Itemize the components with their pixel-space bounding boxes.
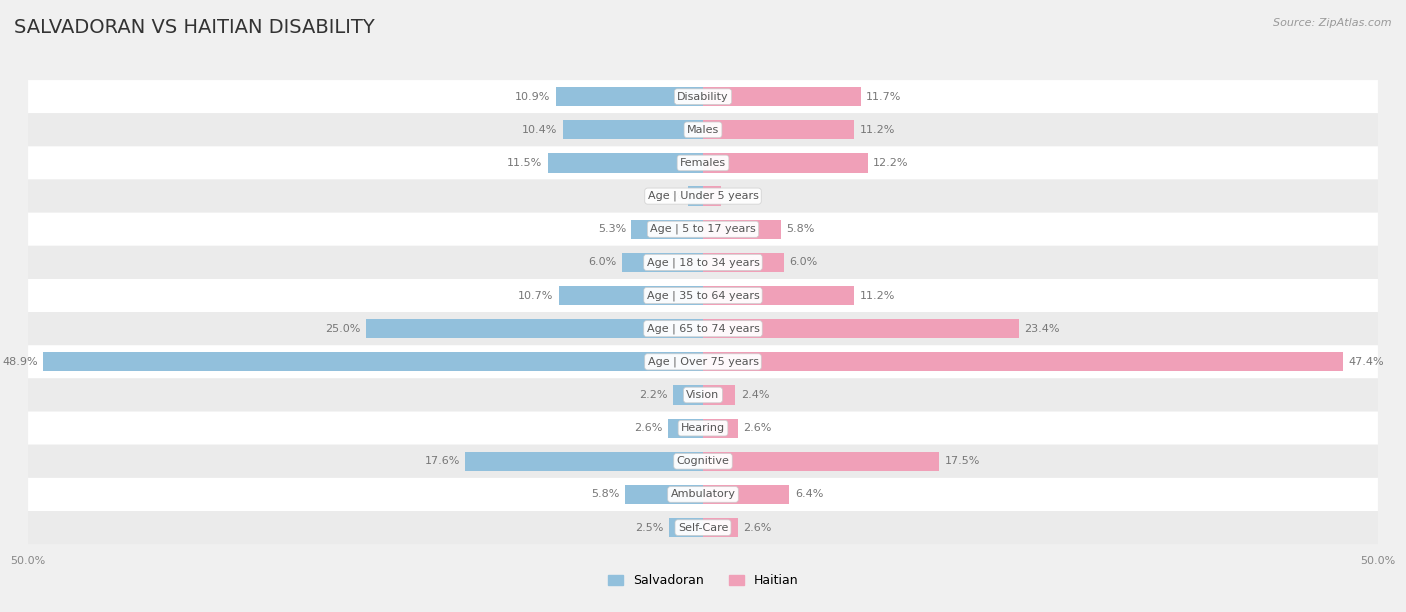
Bar — [631, 220, 703, 239]
Text: Age | Under 5 years: Age | Under 5 years — [648, 191, 758, 201]
Bar — [624, 485, 703, 504]
Text: Ambulatory: Ambulatory — [671, 490, 735, 499]
Text: Vision: Vision — [686, 390, 720, 400]
Text: 47.4%: 47.4% — [1348, 357, 1384, 367]
Text: 2.6%: 2.6% — [744, 423, 772, 433]
Text: 10.7%: 10.7% — [517, 291, 553, 300]
Bar — [703, 154, 868, 173]
Bar — [673, 386, 703, 405]
Bar — [703, 120, 855, 140]
Text: 11.2%: 11.2% — [859, 291, 896, 300]
FancyBboxPatch shape — [28, 478, 1378, 511]
Text: 2.5%: 2.5% — [636, 523, 664, 532]
FancyBboxPatch shape — [28, 113, 1378, 146]
Text: 6.0%: 6.0% — [588, 258, 617, 267]
Text: 5.8%: 5.8% — [591, 490, 619, 499]
Text: 12.2%: 12.2% — [873, 158, 908, 168]
Text: Males: Males — [688, 125, 718, 135]
Text: 10.4%: 10.4% — [522, 125, 557, 135]
Bar — [703, 353, 1343, 371]
Bar — [548, 154, 703, 173]
Text: 1.1%: 1.1% — [655, 191, 683, 201]
Text: 6.0%: 6.0% — [789, 258, 818, 267]
Bar — [562, 120, 703, 140]
Text: 11.7%: 11.7% — [866, 92, 901, 102]
Bar — [703, 419, 738, 438]
FancyBboxPatch shape — [28, 312, 1378, 345]
Legend: Salvadoran, Haitian: Salvadoran, Haitian — [603, 569, 803, 592]
Text: 1.3%: 1.3% — [725, 191, 754, 201]
Bar — [44, 353, 703, 371]
Bar — [703, 87, 860, 106]
Text: 10.9%: 10.9% — [515, 92, 551, 102]
Text: 2.6%: 2.6% — [634, 423, 662, 433]
Bar — [366, 319, 703, 338]
Text: Self-Care: Self-Care — [678, 523, 728, 532]
Text: Hearing: Hearing — [681, 423, 725, 433]
Bar — [703, 220, 782, 239]
Text: SALVADORAN VS HAITIAN DISABILITY: SALVADORAN VS HAITIAN DISABILITY — [14, 18, 375, 37]
Text: 17.5%: 17.5% — [945, 457, 980, 466]
Text: Age | 35 to 64 years: Age | 35 to 64 years — [647, 290, 759, 300]
FancyBboxPatch shape — [28, 146, 1378, 179]
FancyBboxPatch shape — [28, 378, 1378, 411]
Text: 17.6%: 17.6% — [425, 457, 460, 466]
Bar — [621, 253, 703, 272]
Text: Age | Over 75 years: Age | Over 75 years — [648, 357, 758, 367]
Bar — [703, 253, 785, 272]
Text: 25.0%: 25.0% — [325, 324, 360, 334]
FancyBboxPatch shape — [28, 80, 1378, 113]
FancyBboxPatch shape — [28, 411, 1378, 445]
Text: 23.4%: 23.4% — [1024, 324, 1060, 334]
FancyBboxPatch shape — [28, 511, 1378, 544]
Text: 2.2%: 2.2% — [640, 390, 668, 400]
Text: 6.4%: 6.4% — [794, 490, 823, 499]
Bar — [703, 187, 720, 206]
Text: 11.5%: 11.5% — [508, 158, 543, 168]
Text: 2.6%: 2.6% — [744, 523, 772, 532]
Bar — [558, 286, 703, 305]
Text: Cognitive: Cognitive — [676, 457, 730, 466]
Bar — [703, 386, 735, 405]
Text: Age | 5 to 17 years: Age | 5 to 17 years — [650, 224, 756, 234]
Bar — [703, 485, 789, 504]
Bar — [703, 319, 1019, 338]
FancyBboxPatch shape — [28, 279, 1378, 312]
Text: Age | 18 to 34 years: Age | 18 to 34 years — [647, 257, 759, 267]
FancyBboxPatch shape — [28, 179, 1378, 212]
Bar — [703, 286, 855, 305]
Bar — [669, 518, 703, 537]
Text: Source: ZipAtlas.com: Source: ZipAtlas.com — [1274, 18, 1392, 28]
FancyBboxPatch shape — [28, 246, 1378, 279]
FancyBboxPatch shape — [28, 212, 1378, 246]
Bar — [465, 452, 703, 471]
Bar — [703, 518, 738, 537]
Bar — [668, 419, 703, 438]
Bar — [688, 187, 703, 206]
Bar — [703, 452, 939, 471]
Bar — [555, 87, 703, 106]
FancyBboxPatch shape — [28, 445, 1378, 478]
Text: Age | 65 to 74 years: Age | 65 to 74 years — [647, 324, 759, 334]
Text: 2.4%: 2.4% — [741, 390, 769, 400]
Text: Disability: Disability — [678, 92, 728, 102]
FancyBboxPatch shape — [28, 345, 1378, 378]
Text: Females: Females — [681, 158, 725, 168]
Text: 48.9%: 48.9% — [1, 357, 38, 367]
Text: 5.3%: 5.3% — [598, 224, 626, 234]
Text: 5.8%: 5.8% — [787, 224, 815, 234]
Text: 11.2%: 11.2% — [859, 125, 896, 135]
